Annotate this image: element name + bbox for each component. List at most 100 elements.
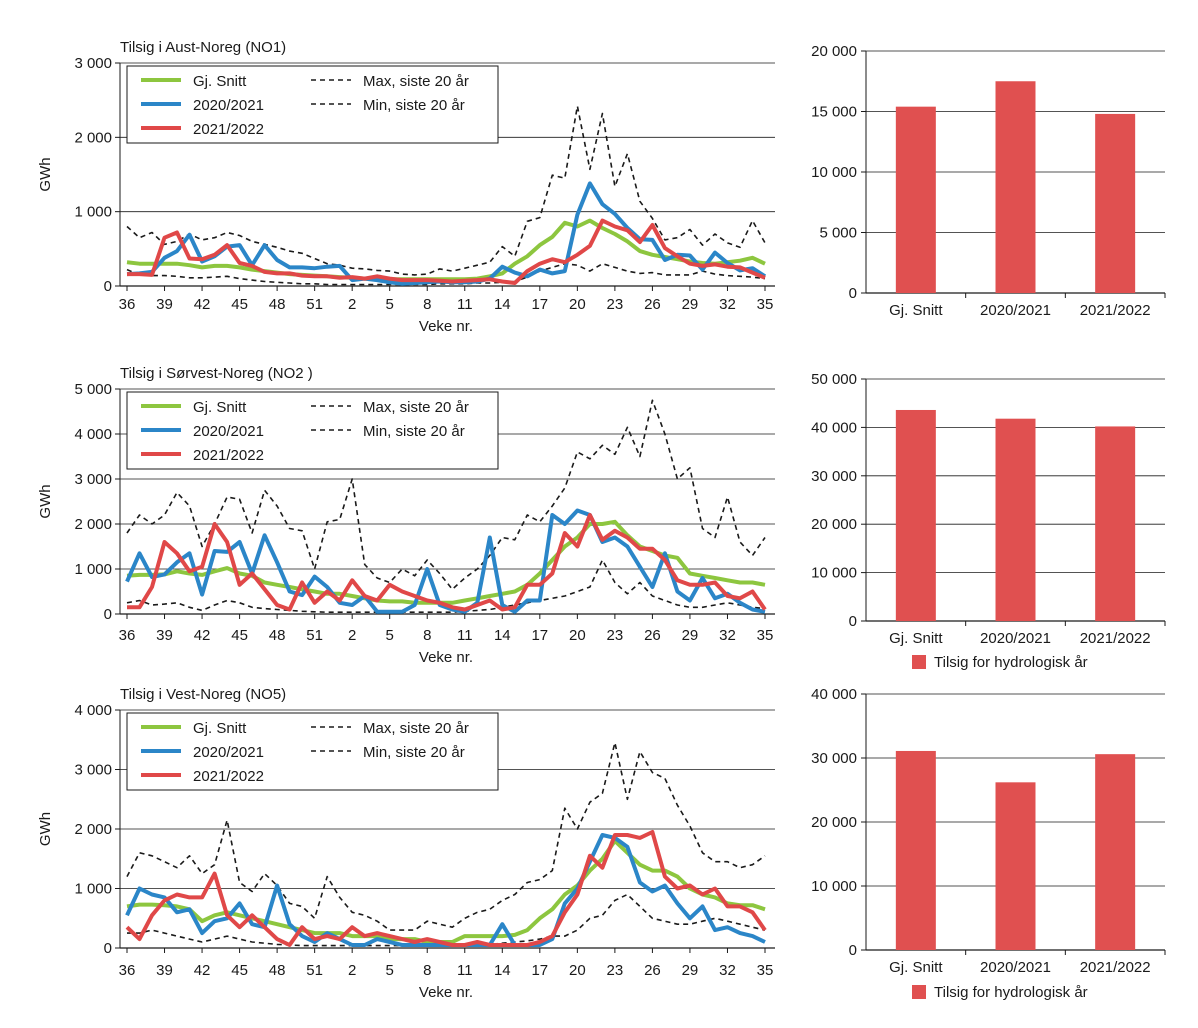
- legend-label-max: Max, siste 20 år: [363, 720, 469, 737]
- y-tick-label: 0: [104, 940, 112, 957]
- panel-1: Tilsig i Aust-Noreg (NO1) 0 1 000 2 000 3 00…: [37, 39, 775, 335]
- bar-category-label: 2020/2021: [980, 302, 1051, 319]
- x-tick-label: 51: [306, 627, 323, 644]
- legend-label-y2021: 2020/2021: [193, 97, 264, 114]
- x-tick-label: 2: [348, 296, 356, 313]
- y-tick-label: 4 000: [74, 702, 112, 719]
- y-tick-label: 0: [104, 278, 112, 295]
- bar-chart-2: 0 10 000 20 000 30 000 40 000 50 000 Gj. Snitt…: [811, 371, 1166, 671]
- legend-label-y2021: 2020/2021: [193, 744, 264, 761]
- x-tick-label: 29: [682, 296, 699, 313]
- x-tick-label: 5: [386, 627, 394, 644]
- y-tick-label: 5 000: [74, 381, 112, 398]
- series-line-y2022: [127, 218, 766, 285]
- series-line-min: [126, 559, 766, 614]
- bar-chart-1: 0 5 000 10 000 15 000 20 000 Gj. Snitt 2020/20…: [811, 43, 1166, 319]
- legend-label-avg: Gj. Snitt: [193, 73, 247, 90]
- y-tick-label: 2 000: [74, 129, 112, 146]
- x-tick-label: 14: [494, 627, 511, 644]
- y-tick-label: 3 000: [74, 55, 112, 72]
- bar-legend-label: Tilsig for hydrologisk år: [934, 654, 1088, 671]
- series-line-y2022: [125, 830, 767, 947]
- x-tick-label: 45: [231, 296, 248, 313]
- x-tick-label: 2: [348, 627, 356, 644]
- y-axis-label: GWh: [37, 812, 54, 846]
- bar-3: [1095, 754, 1136, 950]
- x-tick-label: 5: [386, 962, 394, 979]
- x-tick-label: 29: [682, 962, 699, 979]
- bar-y-tick-label: 0: [849, 613, 857, 630]
- bar-1: [895, 409, 936, 621]
- x-tick-label: 17: [531, 296, 548, 313]
- x-tick-label: 8: [423, 296, 431, 313]
- x-tick-label: 42: [194, 296, 211, 313]
- bar-2: [995, 81, 1036, 293]
- x-tick-label: 35: [757, 296, 774, 313]
- y-tick-label: 2 000: [74, 821, 112, 838]
- bar-y-tick-label: 0: [849, 285, 857, 302]
- x-tick-label: 26: [644, 296, 661, 313]
- legend-label-y2021: 2020/2021: [193, 423, 264, 440]
- x-axis-label: Veke nr.: [419, 318, 473, 335]
- x-tick-label: 39: [156, 296, 173, 313]
- x-tick-label: 11: [457, 627, 473, 644]
- legend-label-y2022: 2021/2022: [193, 447, 264, 464]
- bar-legend-swatch: [912, 655, 926, 669]
- x-tick-label: 2: [348, 962, 356, 979]
- y-tick-label: 0: [104, 606, 112, 623]
- x-tick-label: 35: [757, 627, 774, 644]
- x-tick-label: 45: [231, 962, 248, 979]
- x-tick-label: 36: [119, 962, 136, 979]
- series-line-max: [126, 399, 766, 591]
- x-tick-label: 8: [423, 627, 431, 644]
- bar-3: [1095, 113, 1136, 293]
- bar-y-tick-label: 10 000: [811, 164, 857, 181]
- x-tick-label: 51: [306, 962, 323, 979]
- x-tick-label: 11: [457, 962, 473, 979]
- series-line-min: [126, 262, 766, 286]
- legend-label-max: Max, siste 20 år: [363, 73, 469, 90]
- x-tick-label: 17: [531, 962, 548, 979]
- y-tick-label: 1 000: [74, 881, 112, 898]
- chart-title: Tilsig i Aust-Noreg (NO1): [120, 39, 286, 56]
- chart-title: Tilsig i Sørvest-Noreg (NO2 ): [120, 365, 313, 382]
- x-tick-label: 39: [156, 962, 173, 979]
- series-line-y2022: [127, 513, 767, 612]
- bar-chart-3: 0 10 000 20 000 30 000 40 000 Gj. Snitt 2020/2…: [811, 686, 1166, 1001]
- x-tick-label: 26: [644, 962, 661, 979]
- bar-y-tick-label: 10 000: [811, 565, 857, 582]
- series-line-y2021: [125, 833, 766, 947]
- x-tick-label: 20: [569, 296, 586, 313]
- chart-title: Tilsig i Vest-Noreg (NO5): [120, 686, 286, 703]
- x-tick-label: 36: [119, 627, 136, 644]
- x-tick-label: 14: [494, 962, 511, 979]
- x-tick-label: 32: [719, 296, 736, 313]
- legend-label-y2022: 2021/2022: [193, 121, 264, 138]
- bar-category-label: Gj. Snitt: [889, 959, 943, 976]
- bar-2: [995, 782, 1036, 950]
- legend-label-y2022: 2021/2022: [193, 768, 264, 785]
- legend-label-max: Max, siste 20 år: [363, 399, 469, 416]
- x-tick-label: 17: [531, 627, 548, 644]
- x-tick-label: 39: [156, 627, 173, 644]
- series-line-y2021: [125, 508, 766, 614]
- x-tick-label: 23: [607, 627, 624, 644]
- x-tick-label: 20: [569, 962, 586, 979]
- legend-label-avg: Gj. Snitt: [193, 399, 247, 416]
- x-tick-label: 23: [607, 296, 624, 313]
- bar-y-tick-label: 20 000: [811, 43, 857, 60]
- legend-label-min: Min, siste 20 år: [363, 97, 465, 114]
- x-tick-label: 35: [757, 962, 774, 979]
- y-tick-label: 3 000: [74, 762, 112, 779]
- y-tick-label: 2 000: [74, 516, 112, 533]
- series-line-max: [126, 741, 766, 931]
- bar-y-tick-label: 30 000: [811, 750, 857, 767]
- x-tick-label: 20: [569, 627, 586, 644]
- x-tick-label: 26: [644, 627, 661, 644]
- x-tick-label: 42: [194, 962, 211, 979]
- x-axis-label: Veke nr.: [419, 649, 473, 666]
- y-tick-label: 4 000: [74, 426, 112, 443]
- bar-category-label: 2021/2022: [1080, 630, 1151, 647]
- legend-label-min: Min, siste 20 år: [363, 744, 465, 761]
